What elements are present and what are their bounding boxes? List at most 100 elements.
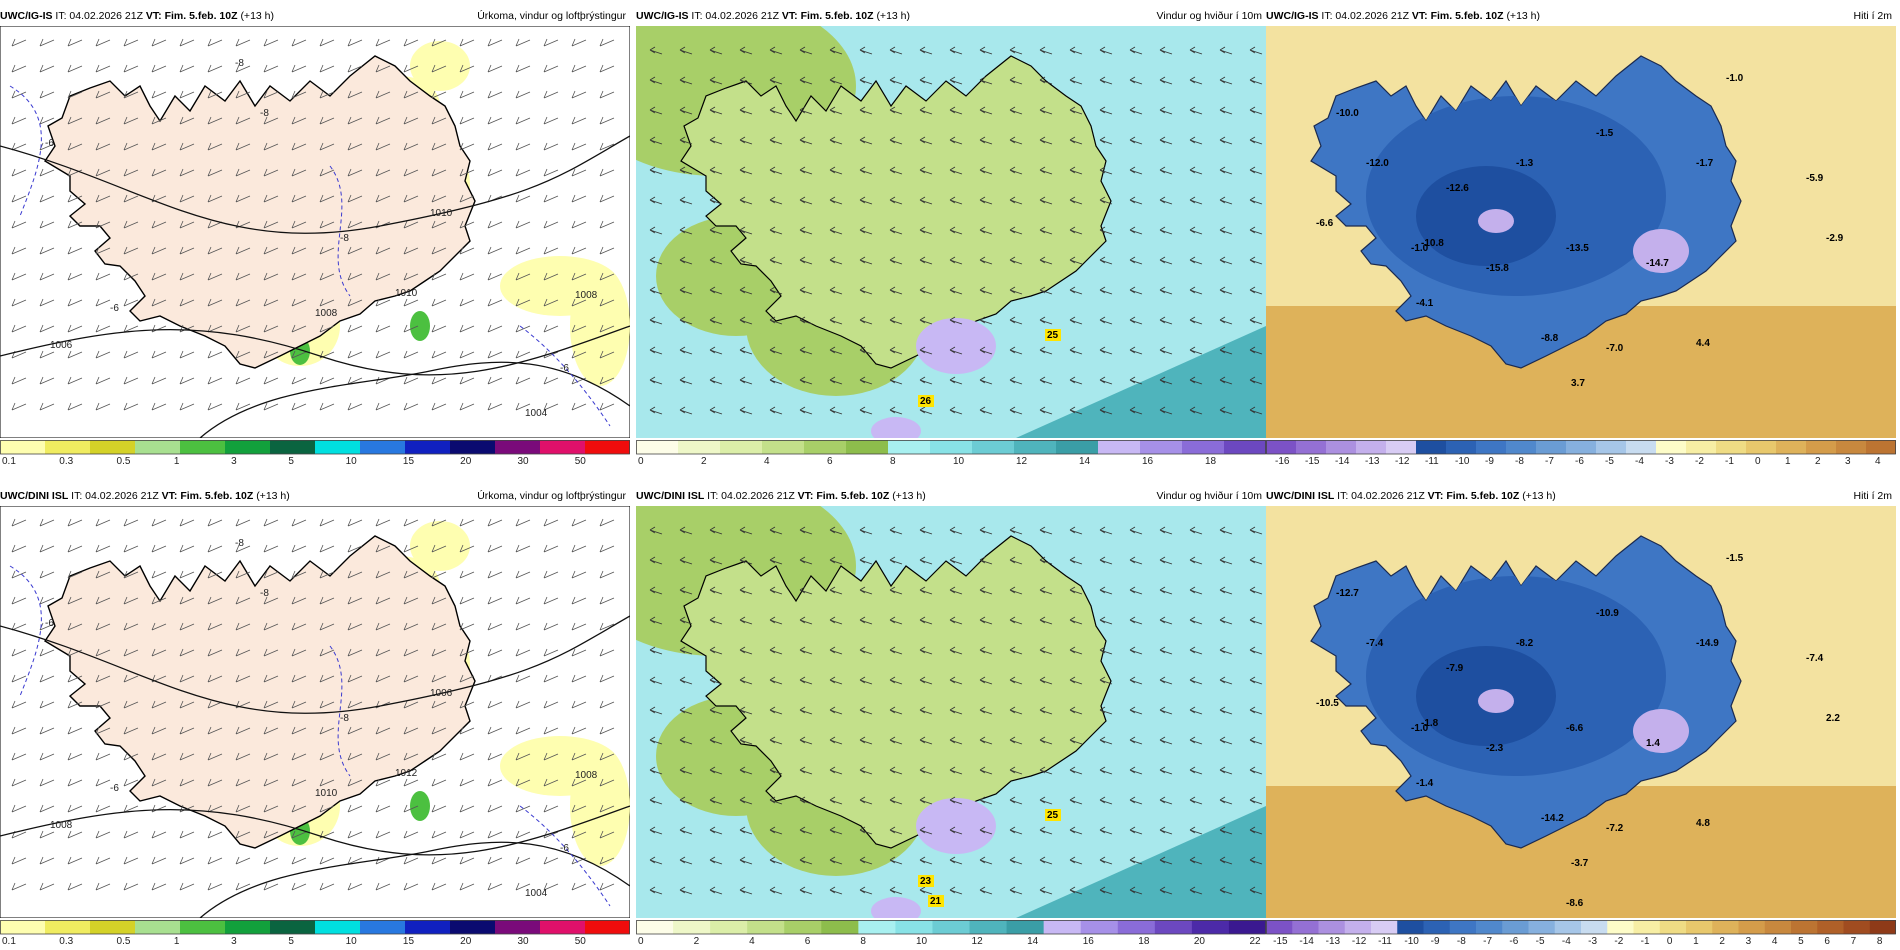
colorbar-tick: -11 bbox=[1425, 456, 1439, 466]
valid-time: Fim. 5.feb. 10Z bbox=[164, 10, 241, 22]
station-temperature: -12.0 bbox=[1366, 158, 1389, 169]
colorbar-tick: 5 bbox=[288, 456, 294, 466]
colorbar-swatch bbox=[1843, 920, 1871, 934]
colorbar-swatch bbox=[1043, 920, 1082, 934]
panel-top-wind: UWC/IG-IS IT: 04.02.2026 21Z VT: Fim. 5.… bbox=[636, 8, 1266, 468]
colorbar-swatch bbox=[1266, 920, 1293, 934]
colorbar-swatch bbox=[360, 920, 406, 934]
station-temperature: 4.8 bbox=[1696, 818, 1710, 829]
colorbar-swatch bbox=[969, 920, 1008, 934]
colorbar: 0.1 0.3 0.5 1 3 5 10 15 20 30 50 bbox=[0, 920, 630, 946]
colorbar-swatch bbox=[972, 440, 1015, 454]
colorbar-swatch bbox=[1449, 920, 1477, 934]
colorbar-swatch bbox=[1371, 920, 1398, 934]
panel-title: Hiti í 2m bbox=[1853, 490, 1892, 502]
isobar-label: 1010 bbox=[430, 208, 453, 219]
map-area[interactable]: -10.0 -12.0 -6.6 -1.3 -12.6 -10.8 -1.0 -15.8 -13… bbox=[1266, 26, 1896, 438]
colorbar-swatch bbox=[1266, 440, 1297, 454]
colorbar-swatch bbox=[1581, 920, 1608, 934]
colorbar-tick: 12 bbox=[1016, 456, 1028, 466]
isobar-label: 1008 bbox=[50, 820, 73, 831]
colorbar-swatch bbox=[1117, 920, 1156, 934]
colorbar-swatch bbox=[932, 920, 971, 934]
colorbar-swatch bbox=[315, 440, 361, 454]
colorbar-tick: -5 bbox=[1536, 936, 1545, 946]
gust-box bbox=[918, 875, 934, 887]
station-temperature: -7.9 bbox=[1446, 663, 1464, 674]
map-svg: -12.7 -7.4 -10.5 -8.2 -7.9 -1.8-1.0 -2.3 -6.6 1.… bbox=[1266, 506, 1896, 918]
colorbar-tick: 6 bbox=[1824, 936, 1830, 946]
map-area[interactable]: -12.7 -7.4 -10.5 -8.2 -7.9 -1.8 -1.0 -2.3 -6.6 1.… bbox=[1266, 506, 1896, 918]
colorbar-swatch bbox=[1292, 920, 1319, 934]
colorbar-tick: 10 bbox=[916, 936, 928, 946]
colorbar-swatch bbox=[495, 440, 541, 454]
station-temperature: -1.8 bbox=[1421, 718, 1439, 729]
colorbar-tick: 10 bbox=[953, 456, 965, 466]
colorbar-tick: 20 bbox=[460, 936, 472, 946]
lead-time: (+13 h) bbox=[240, 10, 274, 22]
colorbar-tick: 0 bbox=[638, 936, 644, 946]
valid-time: Fim. 5.feb. 10Z bbox=[180, 490, 257, 502]
colorbar-swatch bbox=[1386, 440, 1417, 454]
colorbar-swatch bbox=[0, 440, 46, 454]
colorbar-tick: 8 bbox=[890, 456, 896, 466]
colorbar-tick: -9 bbox=[1485, 456, 1494, 466]
colorbar-swatch bbox=[450, 920, 496, 934]
colorbar-swatch bbox=[45, 920, 91, 934]
station-temperature: -1.5 bbox=[1596, 128, 1614, 139]
colorbar-tick: 1 bbox=[1785, 456, 1791, 466]
colorbar-tick: -4 bbox=[1635, 456, 1644, 466]
iceland-outline bbox=[44, 535, 476, 849]
colorbar-tick: -1 bbox=[1725, 456, 1734, 466]
station-temperature: -10.5 bbox=[1316, 698, 1339, 709]
gust-box bbox=[1045, 809, 1061, 821]
colorbar-tick: 0 bbox=[1755, 456, 1761, 466]
panel-header: UWC/IG-IS IT: 04.02.2026 21Z VT: Fim. 5.… bbox=[636, 8, 1266, 24]
temperature-label: -8 bbox=[235, 538, 244, 549]
station-temperature: -2.3 bbox=[1486, 743, 1504, 754]
isobar-label: 1004 bbox=[525, 408, 548, 419]
colorbar-swatch bbox=[1296, 440, 1327, 454]
colorbar-tick: 16 bbox=[1142, 456, 1154, 466]
station-temperature: -10.0 bbox=[1336, 108, 1359, 119]
colorbar-tick: -6 bbox=[1509, 936, 1518, 946]
colorbar-swatch bbox=[1817, 920, 1844, 934]
colorbar-tick: 30 bbox=[517, 456, 529, 466]
colorbar-swatch bbox=[636, 440, 679, 454]
colorbar-swatch bbox=[1686, 440, 1717, 454]
gust-box bbox=[1045, 329, 1061, 341]
colorbar-tick: 30 bbox=[517, 936, 529, 946]
colorbar-swatch bbox=[540, 920, 586, 934]
isobar-label: 1008 bbox=[575, 290, 598, 301]
map-area[interactable]: 1010 1008 1006 1010 1008 1004 -8 -6 -8 -6 -6 -8 bbox=[0, 26, 630, 438]
issue-time-label: IT: bbox=[52, 10, 70, 22]
station-temperature: -12.7 bbox=[1336, 588, 1359, 599]
colorbar-tick: -12 bbox=[1352, 936, 1367, 946]
station-temperature: -1.7 bbox=[1696, 158, 1714, 169]
colorbar-tick: -2 bbox=[1614, 936, 1623, 946]
panel-header: UWC/DINI ISL IT: 04.02.2026 21Z VT: Fim.… bbox=[0, 488, 630, 504]
colorbar-swatch bbox=[495, 920, 541, 934]
colorbar-tick: 4 bbox=[1875, 456, 1881, 466]
colorbar-tick: -7 bbox=[1483, 936, 1492, 946]
gust-label: 21 bbox=[930, 896, 942, 907]
map-area[interactable]: 25 26 bbox=[636, 26, 1266, 438]
colorbar-tick: -13 bbox=[1326, 936, 1341, 946]
colorbar-swatch bbox=[1080, 920, 1119, 934]
colorbar-swatch bbox=[636, 920, 674, 934]
colorbar-tick: -3 bbox=[1665, 456, 1674, 466]
colorbar-swatch bbox=[1712, 920, 1739, 934]
colorbar-swatch bbox=[821, 920, 859, 934]
map-area[interactable]: 1012 1010 1008 1006 1008 1004 -8 -6 -8 -6 -6 -8 bbox=[0, 506, 630, 918]
station-temperature: -7.2 bbox=[1606, 823, 1624, 834]
colorbar-swatch bbox=[405, 440, 451, 454]
colorbar-swatch bbox=[1416, 440, 1447, 454]
colorbar-tick: 1 bbox=[174, 456, 180, 466]
map-area[interactable]: 25 23 21 bbox=[636, 506, 1266, 918]
colorbar-tick: 20 bbox=[460, 456, 472, 466]
map-svg: -10.0-12.0-6.6-1.3-12.6-10.8-1.0-15.8-13… bbox=[1266, 26, 1896, 438]
colorbar-tick: 4 bbox=[749, 936, 755, 946]
colorbar-tick: -3 bbox=[1588, 936, 1597, 946]
colorbar-tick: 4 bbox=[1772, 936, 1778, 946]
colorbar-tick: -14 bbox=[1335, 456, 1350, 466]
